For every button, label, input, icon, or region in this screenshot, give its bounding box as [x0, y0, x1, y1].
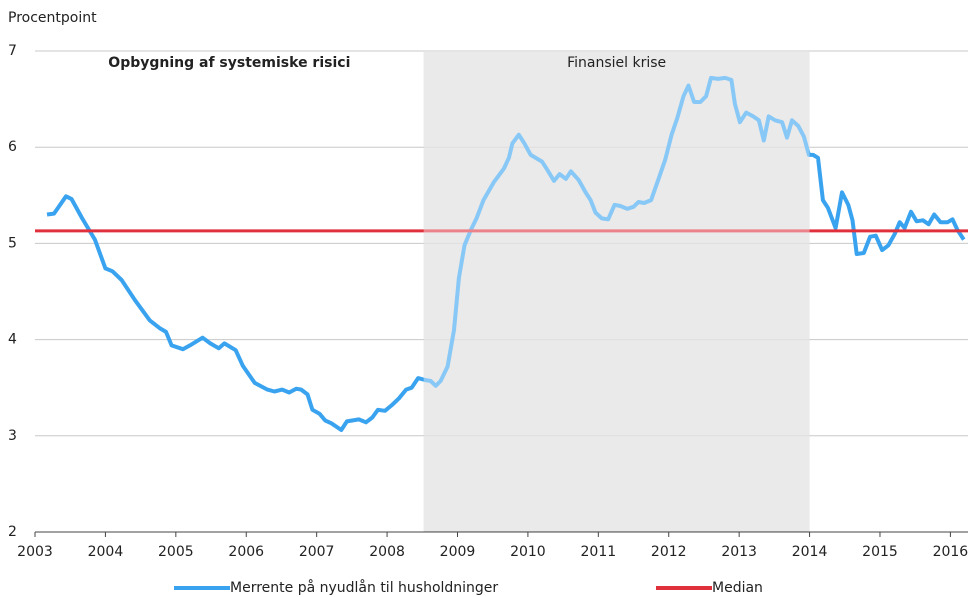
y-axis-label: Procentpoint: [8, 10, 97, 26]
shaded-period: [423, 51, 810, 532]
x-tick-label: 2010: [510, 544, 546, 560]
x-tick-label: 2014: [792, 544, 828, 560]
x-tick-label: 2006: [228, 544, 264, 560]
y-tick-label: 4: [8, 332, 17, 348]
x-tick-label: 2013: [721, 544, 757, 560]
period-label: Opbygning af systemiske risici: [108, 55, 350, 71]
y-tick-label: 3: [8, 428, 17, 444]
x-tick-label: 2005: [158, 544, 194, 560]
x-tick-label: 2009: [440, 544, 476, 560]
y-tick-label: 6: [8, 139, 17, 155]
data-line: [46, 75, 966, 432]
y-tick-label: 5: [8, 235, 17, 251]
x-tick-label: 2011: [581, 544, 617, 560]
x-tick-label: 2007: [299, 544, 335, 560]
x-tick-label: 2003: [17, 544, 53, 560]
legend-label: Merrente på nyudlån til husholdninger: [230, 579, 498, 596]
x-tick-label: 2004: [88, 544, 124, 560]
y-tick-label: 7: [8, 43, 17, 59]
legend-label: Median: [712, 580, 763, 596]
x-tick-label: 2008: [369, 544, 405, 560]
shaded-overlay: [423, 51, 810, 531]
x-tick-label: 2015: [862, 544, 898, 560]
x-tick-label: 2016: [933, 544, 969, 560]
period-label: Finansiel krise: [567, 55, 666, 71]
x-tick-label: 2012: [651, 544, 687, 560]
y-tick-label: 2: [8, 524, 17, 540]
